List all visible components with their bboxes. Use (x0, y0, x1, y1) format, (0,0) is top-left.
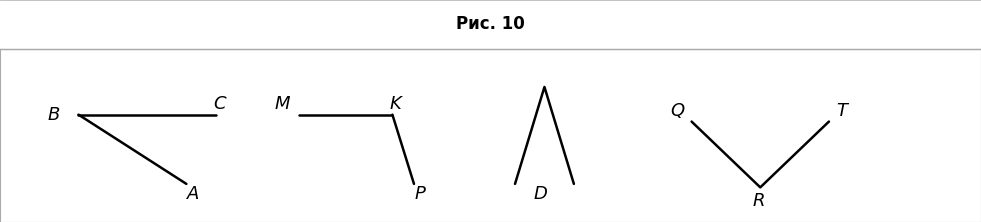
Text: M: M (275, 95, 290, 113)
Text: Рис. 10: Рис. 10 (456, 15, 525, 34)
Text: T: T (836, 102, 848, 120)
Text: C: C (214, 95, 226, 113)
Text: D: D (534, 185, 547, 203)
Text: P: P (414, 185, 426, 203)
Text: B: B (48, 106, 60, 124)
Text: K: K (389, 95, 401, 113)
Text: R: R (752, 192, 764, 210)
Text: Q: Q (670, 102, 684, 120)
Text: A: A (187, 185, 199, 203)
